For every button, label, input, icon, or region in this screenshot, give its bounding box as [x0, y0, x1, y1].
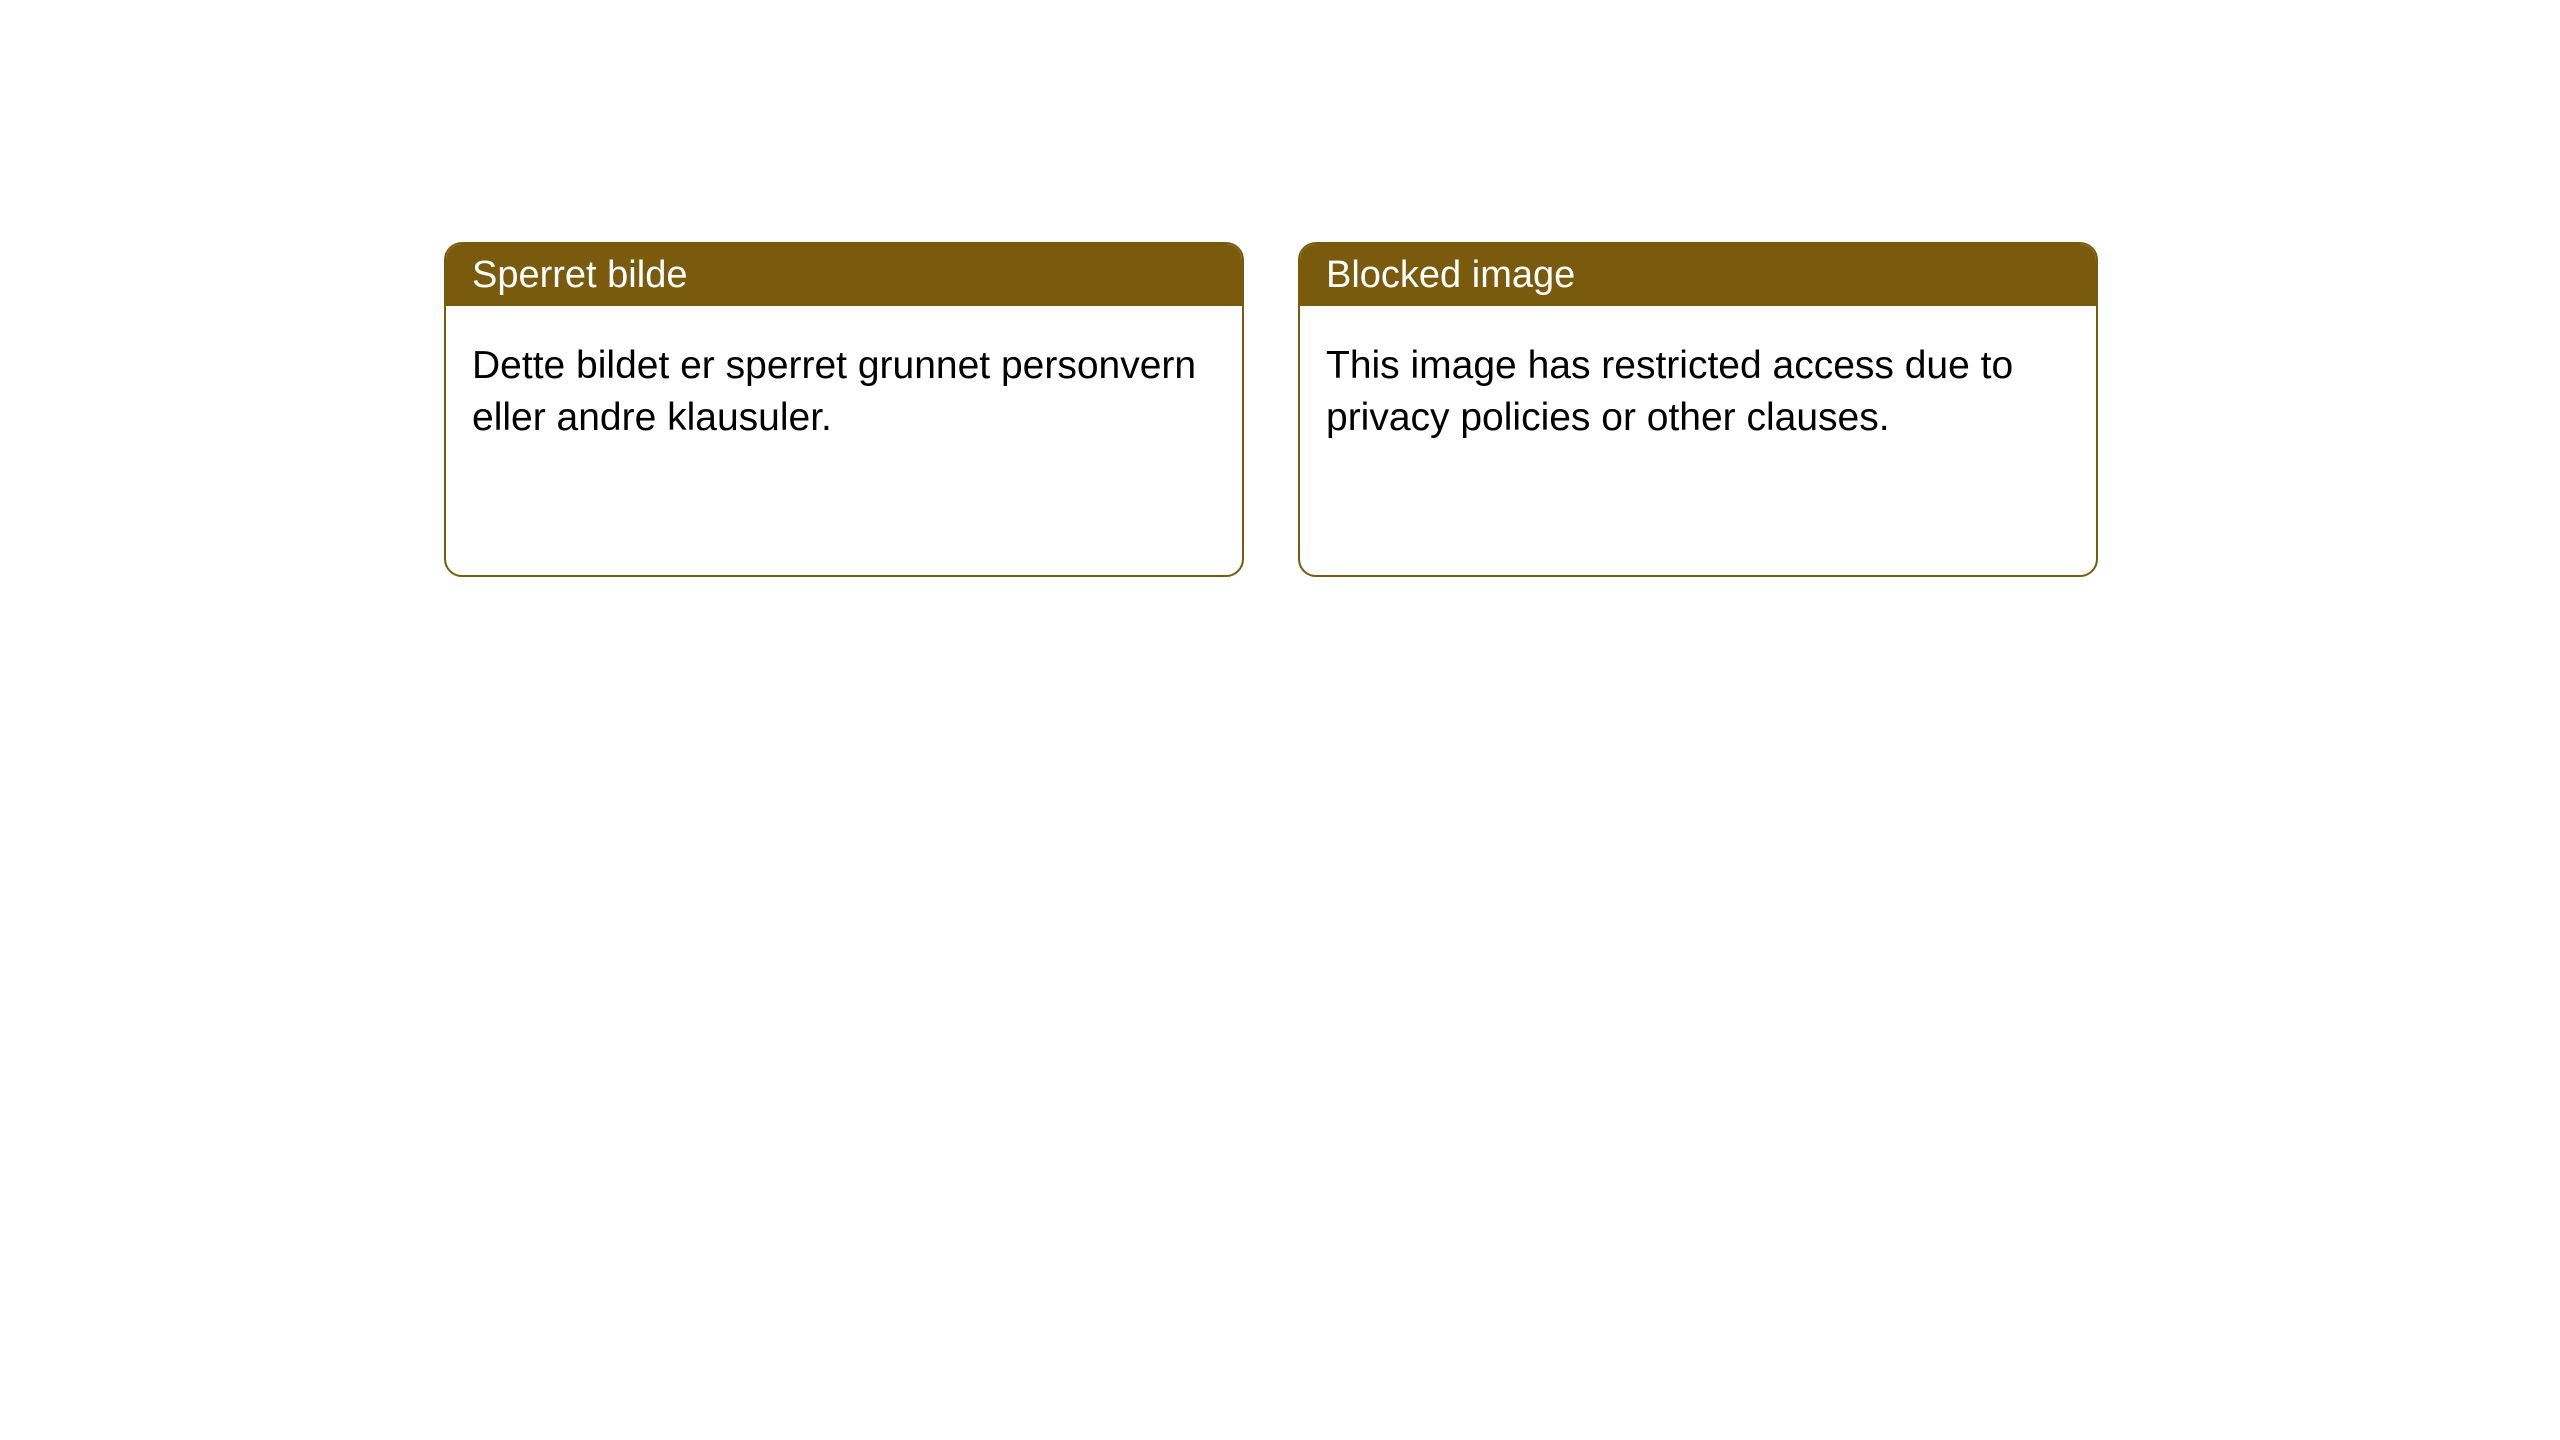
notice-body: Dette bildet er sperret grunnet personve…: [446, 306, 1242, 478]
notice-body: This image has restricted access due to …: [1300, 306, 2096, 478]
notice-message: Dette bildet er sperret grunnet personve…: [472, 344, 1196, 439]
notice-container: Sperret bilde Dette bildet er sperret gr…: [0, 0, 2560, 577]
notice-title: Blocked image: [1326, 254, 1575, 297]
notice-title: Sperret bilde: [472, 254, 687, 297]
notice-header: Sperret bilde: [446, 244, 1242, 306]
notice-message: This image has restricted access due to …: [1326, 344, 2013, 439]
notice-header: Blocked image: [1300, 244, 2096, 306]
notice-box-english: Blocked image This image has restricted …: [1298, 242, 2098, 577]
notice-box-norwegian: Sperret bilde Dette bildet er sperret gr…: [444, 242, 1244, 577]
